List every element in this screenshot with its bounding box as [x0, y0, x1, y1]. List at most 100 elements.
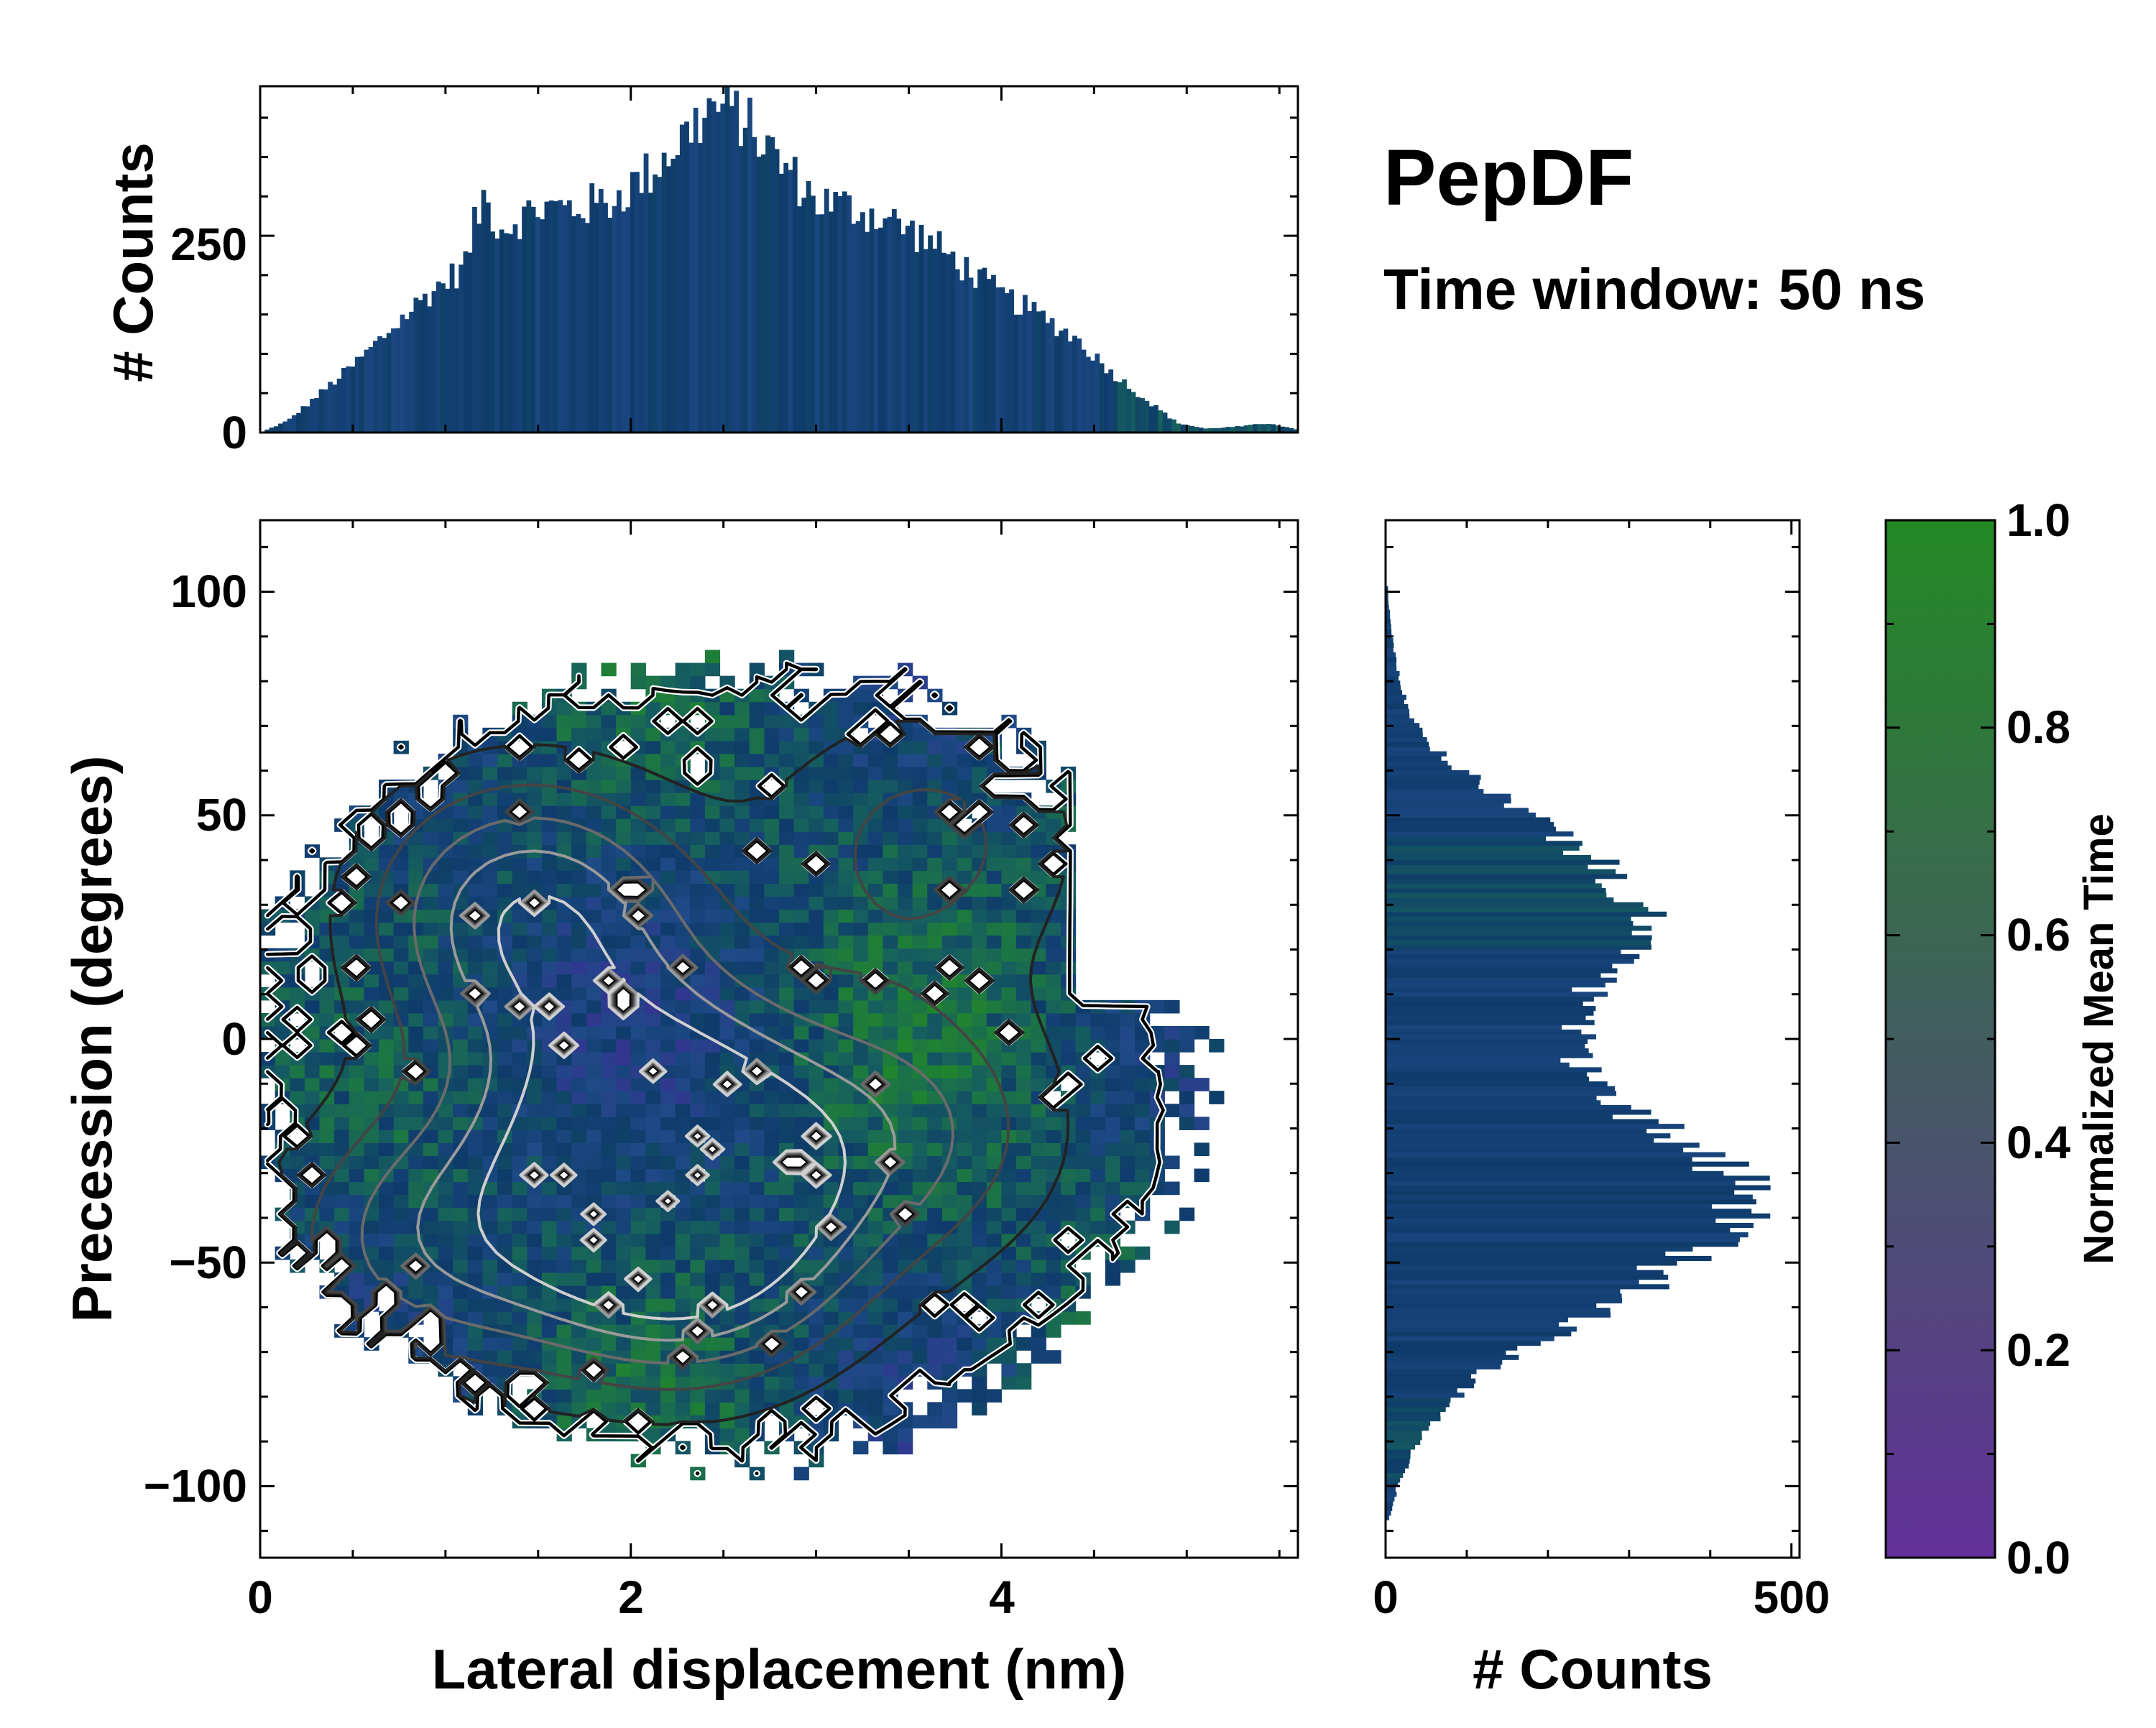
heat-cell [927, 1104, 943, 1117]
top-hist-bar [332, 384, 338, 433]
heat-cell [645, 1402, 661, 1416]
heat-cell [364, 1091, 379, 1104]
heat-cell [927, 1155, 943, 1170]
right-hist-bar [1386, 930, 1632, 936]
heat-cell [927, 1129, 943, 1143]
top-hist-bar [1293, 429, 1299, 433]
top-hist-bar [1036, 311, 1041, 433]
heat-cell [972, 1376, 987, 1390]
heat-cell [571, 883, 587, 897]
heat-cell [527, 753, 543, 767]
heat-cell [349, 1181, 364, 1196]
heat-cell [586, 1129, 602, 1143]
heat-cell [986, 1337, 1003, 1351]
heat-cell [986, 909, 1003, 923]
heat-cell [1046, 922, 1061, 936]
colorbar-label: Normalized Mean Time [2076, 813, 2122, 1264]
heat-cell [838, 714, 854, 729]
heat-cell [527, 1052, 543, 1066]
heat-cell [304, 1052, 321, 1066]
heat-cell [1194, 1168, 1210, 1183]
top-hist-bar [1049, 318, 1055, 433]
heat-cell [779, 896, 795, 910]
heat-cell [645, 1233, 661, 1247]
heat-cell [853, 1142, 869, 1157]
heat-cell [793, 883, 809, 897]
heat-cell [912, 831, 928, 845]
heat-cell [408, 1285, 424, 1299]
heat-cell [734, 714, 750, 729]
heat-cell [927, 818, 943, 832]
heat-cell [541, 883, 558, 897]
heat-cell [556, 805, 572, 819]
heat-cell [898, 870, 913, 884]
heat-cell [734, 870, 750, 884]
heat-cell [1016, 1078, 1032, 1091]
top-hist-bar [1067, 341, 1073, 433]
heat-cell [927, 1272, 943, 1286]
heat-cell [334, 935, 350, 949]
heat-cell [334, 1142, 350, 1157]
right-hist-bar [1386, 1100, 1601, 1106]
heat-cell [586, 1012, 602, 1027]
heat-cell [556, 909, 572, 923]
heat-cell [497, 1272, 513, 1286]
heat-cell [556, 727, 572, 741]
heat-cell [912, 1129, 928, 1143]
heat-cell [482, 831, 498, 845]
right-hist-bar [1386, 1444, 1416, 1450]
right-hist-bar [1386, 869, 1616, 874]
top-hist-bar [594, 203, 599, 433]
heat-cell [319, 1065, 335, 1078]
heat-cell [571, 935, 587, 949]
heat-cell [927, 1324, 943, 1338]
heat-cell [423, 1091, 439, 1104]
heat-cell [1090, 1078, 1106, 1091]
heat-cell [957, 753, 972, 767]
heat-cell [823, 948, 839, 962]
heat-cell [571, 1389, 587, 1403]
heat-cell [690, 805, 706, 819]
heat-cell [616, 1078, 632, 1091]
heat-cell [808, 1363, 824, 1377]
heat-cell [556, 1298, 572, 1312]
heat-cell [438, 1104, 453, 1117]
heat-cell [1060, 1168, 1077, 1183]
heat-cell [660, 1168, 676, 1183]
heat-cell [1090, 1117, 1106, 1130]
right-hist-bar [1386, 826, 1556, 832]
heat-cell [779, 1246, 795, 1260]
right-hist-bar [1386, 780, 1480, 785]
heat-cell [1031, 1155, 1046, 1170]
heat-cell [675, 1220, 691, 1234]
heat-cell [586, 1181, 602, 1196]
heat-cell [749, 1168, 765, 1183]
heat-cell [719, 714, 735, 729]
heat-cell [764, 1078, 780, 1091]
heat-cell [749, 1039, 765, 1053]
heat-cell [764, 1259, 780, 1273]
heat-cell [704, 1065, 721, 1078]
heat-cell [912, 1324, 928, 1338]
heat-cell [957, 1091, 972, 1104]
heat-cell [1016, 1155, 1032, 1170]
heat-cell [645, 1389, 661, 1403]
heat-cell [541, 1233, 558, 1247]
heat-cell [734, 948, 750, 962]
top-hist-bar [1023, 295, 1028, 433]
heat-cell [675, 1039, 691, 1053]
heat-cell [838, 831, 854, 845]
heat-cell [867, 1402, 883, 1416]
heat-cell [556, 1207, 572, 1221]
heat-cell [1001, 1155, 1017, 1170]
top-hist-bar [328, 382, 333, 433]
heat-cell [734, 883, 750, 897]
heat-cell [867, 1012, 883, 1027]
heat-cell [1135, 1104, 1151, 1117]
heat-cell [601, 714, 617, 729]
heat-cell [690, 818, 706, 832]
heat-cell [972, 1129, 987, 1143]
heat-cell [764, 1052, 780, 1066]
right-hist-bar [1386, 1043, 1585, 1049]
heat-cell [749, 766, 765, 780]
